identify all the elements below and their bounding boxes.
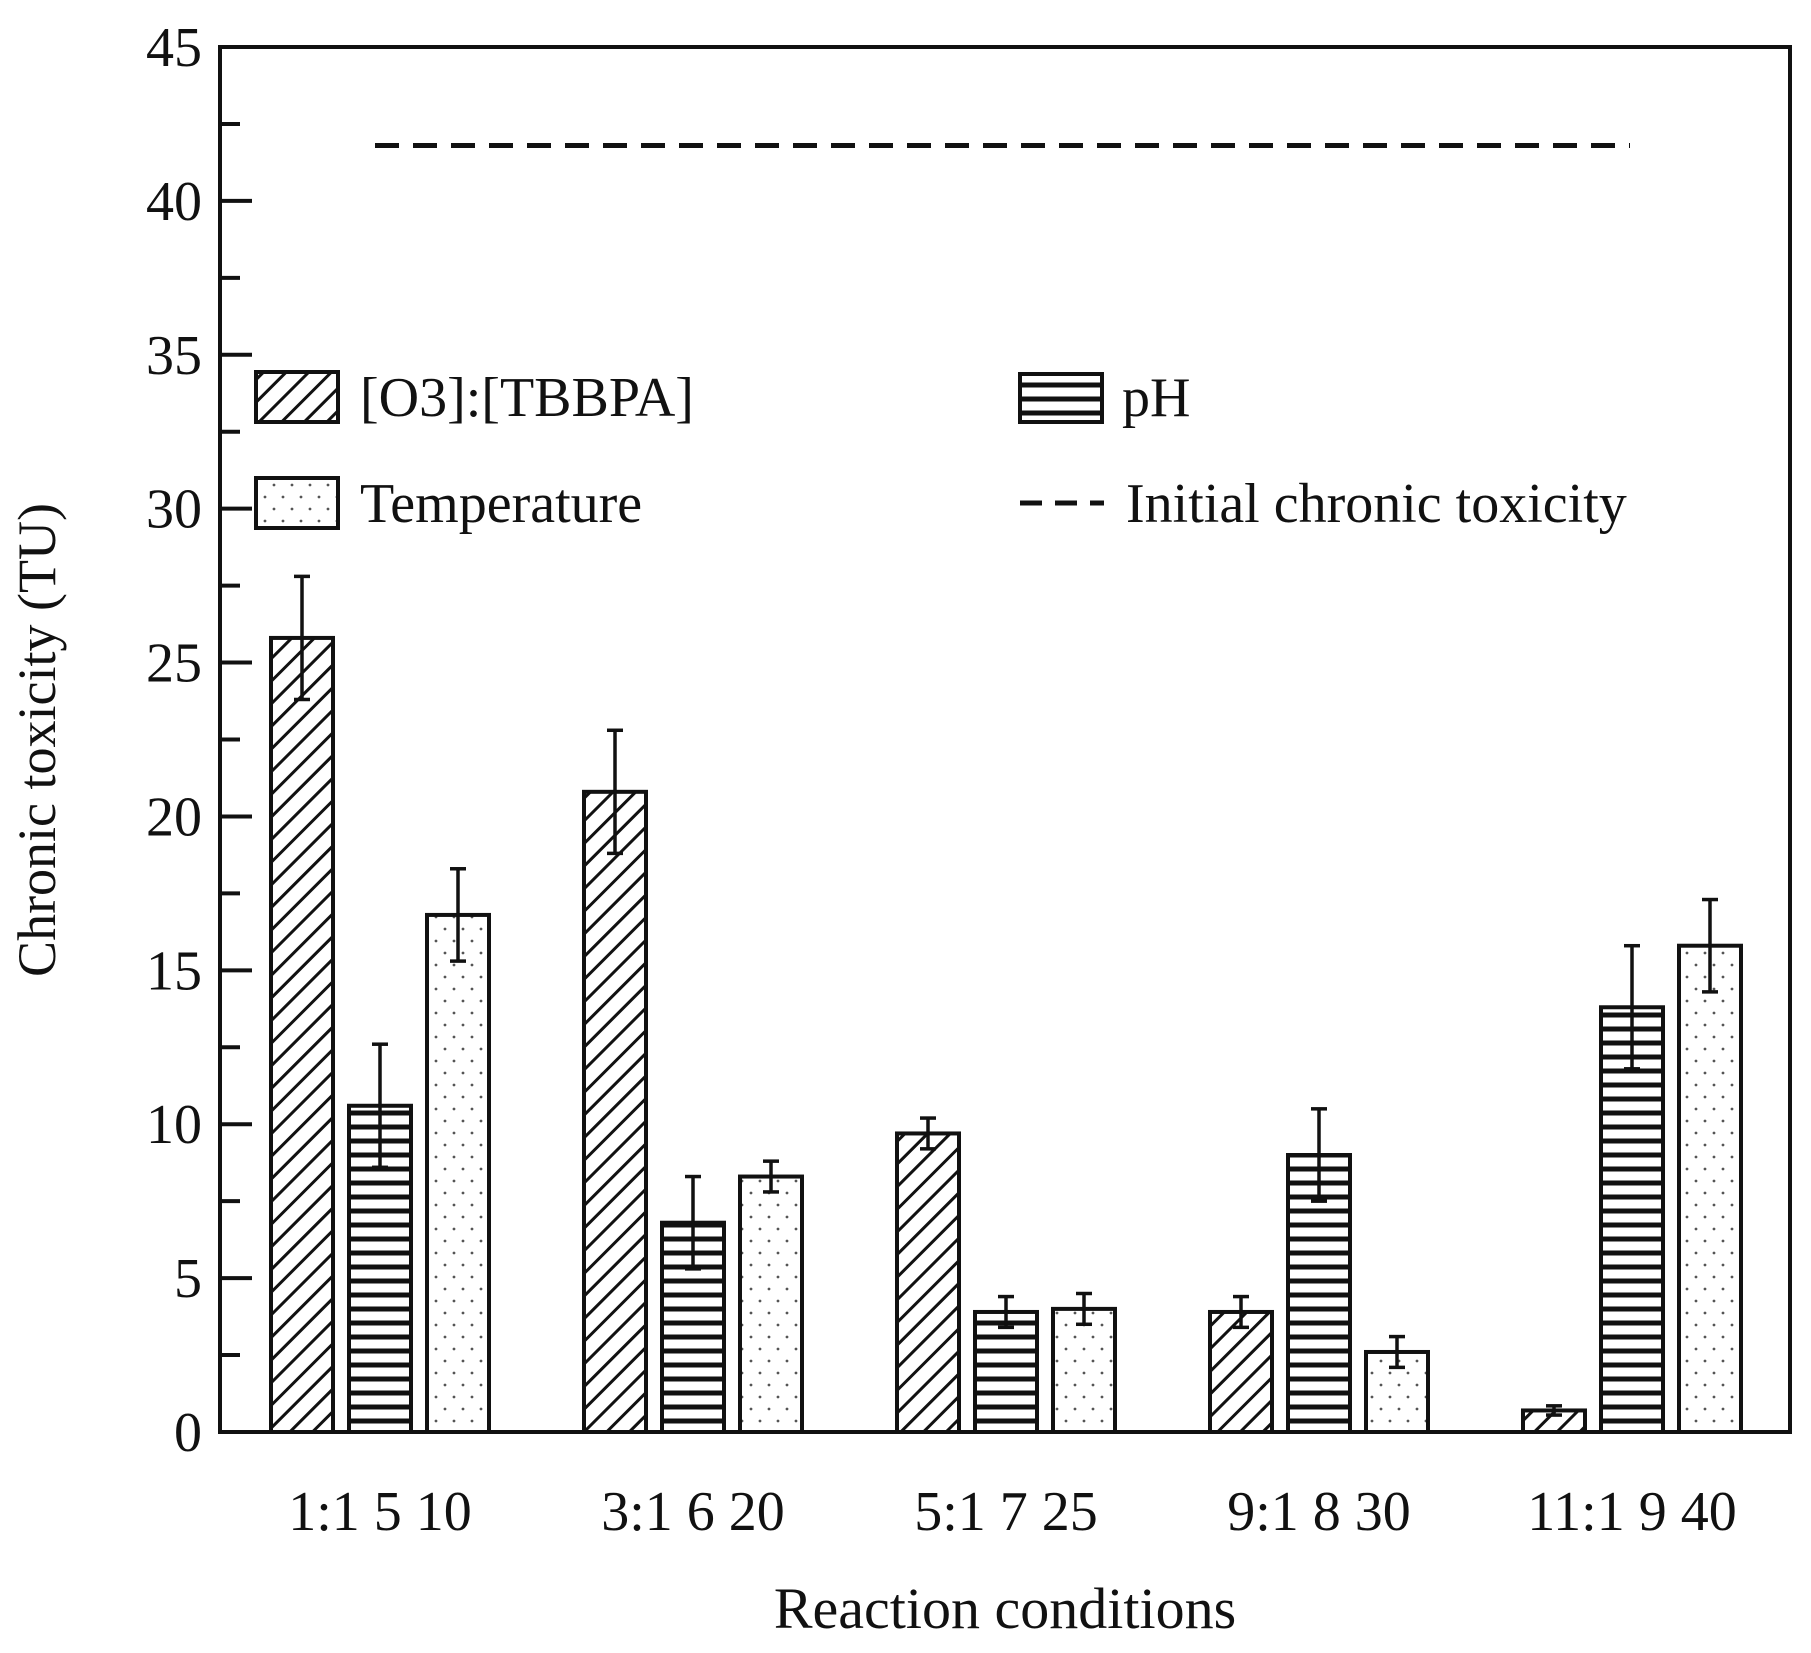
bar-ph [973,1309,1039,1435]
bar-temperature [425,912,491,1434]
legend-label-temperature: Temperature [360,473,642,535]
bar-ozone-ratio [269,635,335,1434]
y-axis-title: Chronic toxicity (TU) [7,503,67,977]
legend-label-ph: pH [1122,367,1190,429]
y-tick-label: 15 [146,940,202,1002]
x-axis-title: Reaction conditions [774,1576,1236,1641]
y-tick-label: 5 [174,1248,202,1310]
bar-ozone-ratio [582,789,648,1434]
y-axis: 0 5 10 15 20 25 30 35 40 45 [146,17,252,1464]
x-tick-label: 5:1 7 25 [914,1481,1098,1543]
legend-swatch-ph [1018,372,1104,424]
y-tick-label: 40 [146,171,202,233]
x-tick-label: 1:1 5 10 [288,1481,472,1543]
y-tick-label: 30 [146,479,202,541]
bars-layer [269,574,1743,1435]
y-tick-label: 20 [146,786,202,848]
legend-label-ozone-ratio: [O3]:[TBBPA] [360,367,694,429]
y-tick-label: 35 [146,325,202,387]
y-tick-label: 10 [146,1094,202,1156]
x-tick-label: 3:1 6 20 [601,1481,785,1543]
legend-label-initial-toxicity: Initial chronic toxicity [1126,473,1627,535]
x-axis-labels: 1:1 5 10 3:1 6 20 5:1 7 25 9:1 8 30 11:1 9 4… [288,1481,1737,1543]
y-tick-label: 45 [146,17,202,79]
legend-swatch-ozone-ratio [254,370,340,424]
legend: [O3]:[TBBPA] pH Temperature Initial chro… [254,367,1627,535]
bar-ozone-ratio [895,1131,961,1434]
x-tick-label: 9:1 8 30 [1227,1481,1411,1543]
bar-temperature [1677,943,1743,1434]
bar-temperature [738,1174,804,1434]
y-tick-label: 0 [174,1402,202,1464]
bar-ph [1599,1005,1665,1434]
legend-swatch-temperature [254,476,340,530]
x-tick-label: 11:1 9 40 [1527,1481,1736,1543]
bar-ozone-ratio [1208,1309,1274,1435]
y-tick-label: 25 [146,633,202,695]
bar-temperature [1051,1306,1117,1435]
